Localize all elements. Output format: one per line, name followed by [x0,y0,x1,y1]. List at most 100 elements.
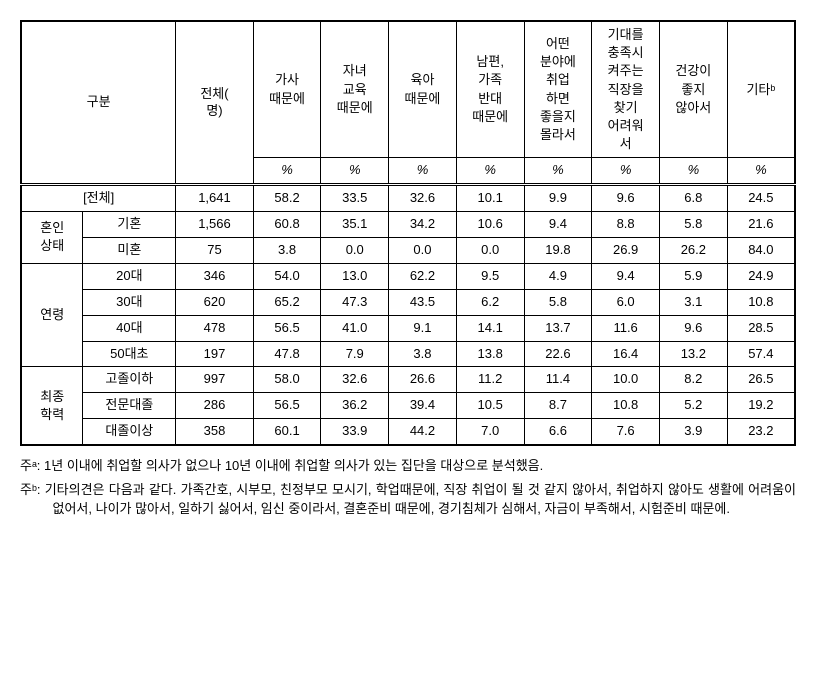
header-pct: % [659,158,727,185]
footnote-a: 주ᵃ: 1년 이내에 취업할 의사가 없으나 10년 이내에 취업할 의사가 있… [20,456,796,476]
header-col-c6: 기대를충족시켜주는직장을찾기어려워서 [592,21,660,158]
header-col-c3: 육아때문에 [389,21,457,158]
cell-value: 60.8 [253,212,321,238]
footnotes: 주ᵃ: 1년 이내에 취업할 의사가 없으나 10년 이내에 취업할 의사가 있… [20,456,796,519]
footnote-a-label: 주ᵃ: [20,458,40,473]
cell-value: 16.4 [592,341,660,367]
cell-value: 8.8 [592,212,660,238]
header-pct: % [253,158,321,185]
cell-value: 33.5 [321,185,389,212]
cell-value: 5.8 [659,212,727,238]
cell-value: 0.0 [389,237,457,263]
cell-value: 35.1 [321,212,389,238]
header-pct: % [727,158,795,185]
cell-value: 47.3 [321,289,389,315]
cell-value: 39.4 [389,393,457,419]
cell-total: 620 [176,289,253,315]
row-total-label: [전체] [21,185,176,212]
cell-value: 58.2 [253,185,321,212]
cell-value: 58.0 [253,367,321,393]
cell-value: 3.9 [659,419,727,445]
row-sub-label: 20대 [83,263,176,289]
header-col-c5: 어떤분야에취업하면좋을지몰라서 [524,21,592,158]
cell-value: 9.6 [659,315,727,341]
header-category: 구분 [21,21,176,185]
footnote-b-label: 주ᵇ: [20,482,40,497]
cell-value: 54.0 [253,263,321,289]
cell-value: 13.7 [524,315,592,341]
header-col-c7: 건강이좋지않아서 [659,21,727,158]
header-col-c2: 자녀교육때문에 [321,21,389,158]
cell-total: 1,566 [176,212,253,238]
cell-value: 13.8 [456,341,524,367]
cell-value: 10.0 [592,367,660,393]
header-col-c8: 기타ᵇ [727,21,795,158]
cell-value: 6.2 [456,289,524,315]
row-sub-label: 기혼 [83,212,176,238]
header-total: 전체(명) [176,21,253,185]
header-col-c4: 남편,가족반대때문에 [456,21,524,158]
cell-value: 32.6 [389,185,457,212]
footnote-a-text: 1년 이내에 취업할 의사가 없으나 10년 이내에 취업할 의사가 있는 집단… [44,458,543,473]
cell-value: 3.8 [253,237,321,263]
cell-value: 7.6 [592,419,660,445]
data-table: 구분전체(명)가사때문에자녀교육때문에육아때문에남편,가족반대때문에어떤분야에취… [20,20,796,446]
cell-value: 9.4 [524,212,592,238]
cell-value: 8.7 [524,393,592,419]
cell-value: 23.2 [727,419,795,445]
cell-value: 57.4 [727,341,795,367]
row-sub-label: 대졸이상 [83,419,176,445]
cell-value: 11.6 [592,315,660,341]
cell-value: 5.8 [524,289,592,315]
cell-value: 21.6 [727,212,795,238]
row-sub-label: 50대초 [83,341,176,367]
cell-value: 4.9 [524,263,592,289]
cell-value: 9.4 [592,263,660,289]
cell-value: 34.2 [389,212,457,238]
row-group-label: 연령 [21,263,83,367]
cell-total: 478 [176,315,253,341]
row-sub-label: 전문대졸 [83,393,176,419]
cell-value: 0.0 [321,237,389,263]
cell-value: 60.1 [253,419,321,445]
cell-value: 47.8 [253,341,321,367]
row-sub-label: 30대 [83,289,176,315]
header-pct: % [321,158,389,185]
cell-value: 26.2 [659,237,727,263]
cell-value: 26.6 [389,367,457,393]
cell-value: 9.9 [524,185,592,212]
cell-value: 10.8 [727,289,795,315]
cell-value: 13.2 [659,341,727,367]
row-sub-label: 40대 [83,315,176,341]
cell-value: 7.0 [456,419,524,445]
cell-value: 10.6 [456,212,524,238]
cell-total: 346 [176,263,253,289]
cell-value: 11.2 [456,367,524,393]
header-pct: % [456,158,524,185]
cell-value: 24.9 [727,263,795,289]
cell-total: 75 [176,237,253,263]
cell-value: 84.0 [727,237,795,263]
cell-value: 33.9 [321,419,389,445]
row-sub-label: 미혼 [83,237,176,263]
cell-value: 43.5 [389,289,457,315]
cell-value: 11.4 [524,367,592,393]
row-group-label: 최종학력 [21,367,83,445]
cell-value: 62.2 [389,263,457,289]
cell-value: 6.8 [659,185,727,212]
cell-value: 6.6 [524,419,592,445]
cell-value: 24.5 [727,185,795,212]
cell-total: 997 [176,367,253,393]
cell-value: 65.2 [253,289,321,315]
cell-total: 358 [176,419,253,445]
cell-value: 26.5 [727,367,795,393]
cell-value: 26.9 [592,237,660,263]
header-pct: % [592,158,660,185]
cell-value: 19.8 [524,237,592,263]
cell-value: 28.5 [727,315,795,341]
cell-value: 44.2 [389,419,457,445]
cell-value: 3.1 [659,289,727,315]
header-pct: % [524,158,592,185]
cell-value: 8.2 [659,367,727,393]
cell-value: 9.5 [456,263,524,289]
